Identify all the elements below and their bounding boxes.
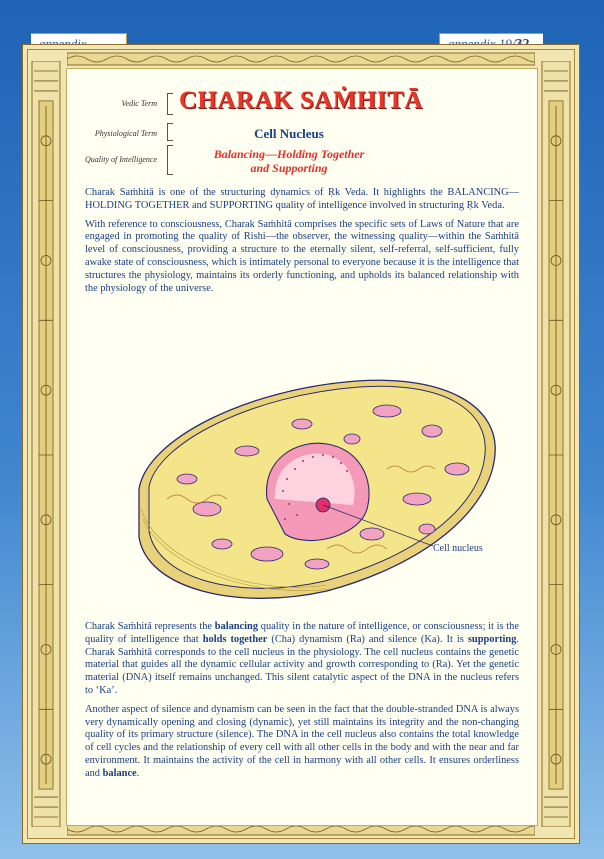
term-header: Vedic Term Physiological Term Quality of…: [67, 81, 537, 181]
text-span: Another aspect of silence and dynamism c…: [85, 703, 519, 779]
bracket-physiological: [167, 123, 173, 141]
page-content: Vedic Term Physiological Term Quality of…: [66, 68, 538, 826]
bold-holds-together: holds together: [202, 633, 268, 645]
bold-supporting: supporting: [467, 633, 517, 645]
bold-balance: balance: [102, 767, 137, 779]
quality-label: Quality of Intelligence: [85, 155, 157, 164]
text-span: quality in the nature of intelligence, o…: [85, 621, 519, 645]
right-pillar-ornament: [539, 61, 573, 827]
bracket-quality: [167, 145, 173, 175]
physiological-term-label: Physiological Term: [94, 129, 157, 138]
quality-line-1: Balancing—Holding Together: [213, 147, 365, 161]
body-paragraph-1: Charak Saṁhitā represents the balancing …: [85, 621, 519, 698]
page-title: CHARAK SAṀHITĀ: [179, 87, 423, 114]
bracket-vedic: [167, 93, 173, 115]
bold-balancing: balancing: [214, 621, 259, 632]
text-span: Charak Saṁhitā represents the: [85, 621, 215, 632]
text-span: (Cha) dynamism (Ra) and silence (Ka). It…: [267, 633, 468, 645]
top-ornament-band: [67, 51, 535, 67]
cell-illustration: [127, 359, 507, 611]
left-pillar-ornament: [29, 61, 63, 827]
text-span: .: [136, 767, 140, 779]
intro-paragraph-1: Charak Saṁhitā is one of the structuring…: [85, 187, 519, 211]
vedic-term-label: Vedic Term: [121, 99, 157, 108]
body-paragraph-2: Another aspect of silence and dynamism c…: [85, 704, 519, 781]
text-span: . Charak Saṁhitā corresponds to the cell…: [85, 633, 520, 696]
quality-of-intelligence: Balancing—Holding Together and Supportin…: [179, 147, 399, 175]
body-text: Charak Saṁhitā represents the balancing …: [85, 621, 519, 787]
figure-caption: Cell nucleus: [433, 543, 483, 554]
physiological-term: Cell Nucleus: [254, 126, 324, 141]
intro-text: Charak Saṁhitā is one of the structuring…: [85, 187, 519, 301]
intro-paragraph-2: With reference to consciousness, Charak …: [85, 218, 519, 294]
quality-line-2: and Supporting: [250, 161, 328, 175]
